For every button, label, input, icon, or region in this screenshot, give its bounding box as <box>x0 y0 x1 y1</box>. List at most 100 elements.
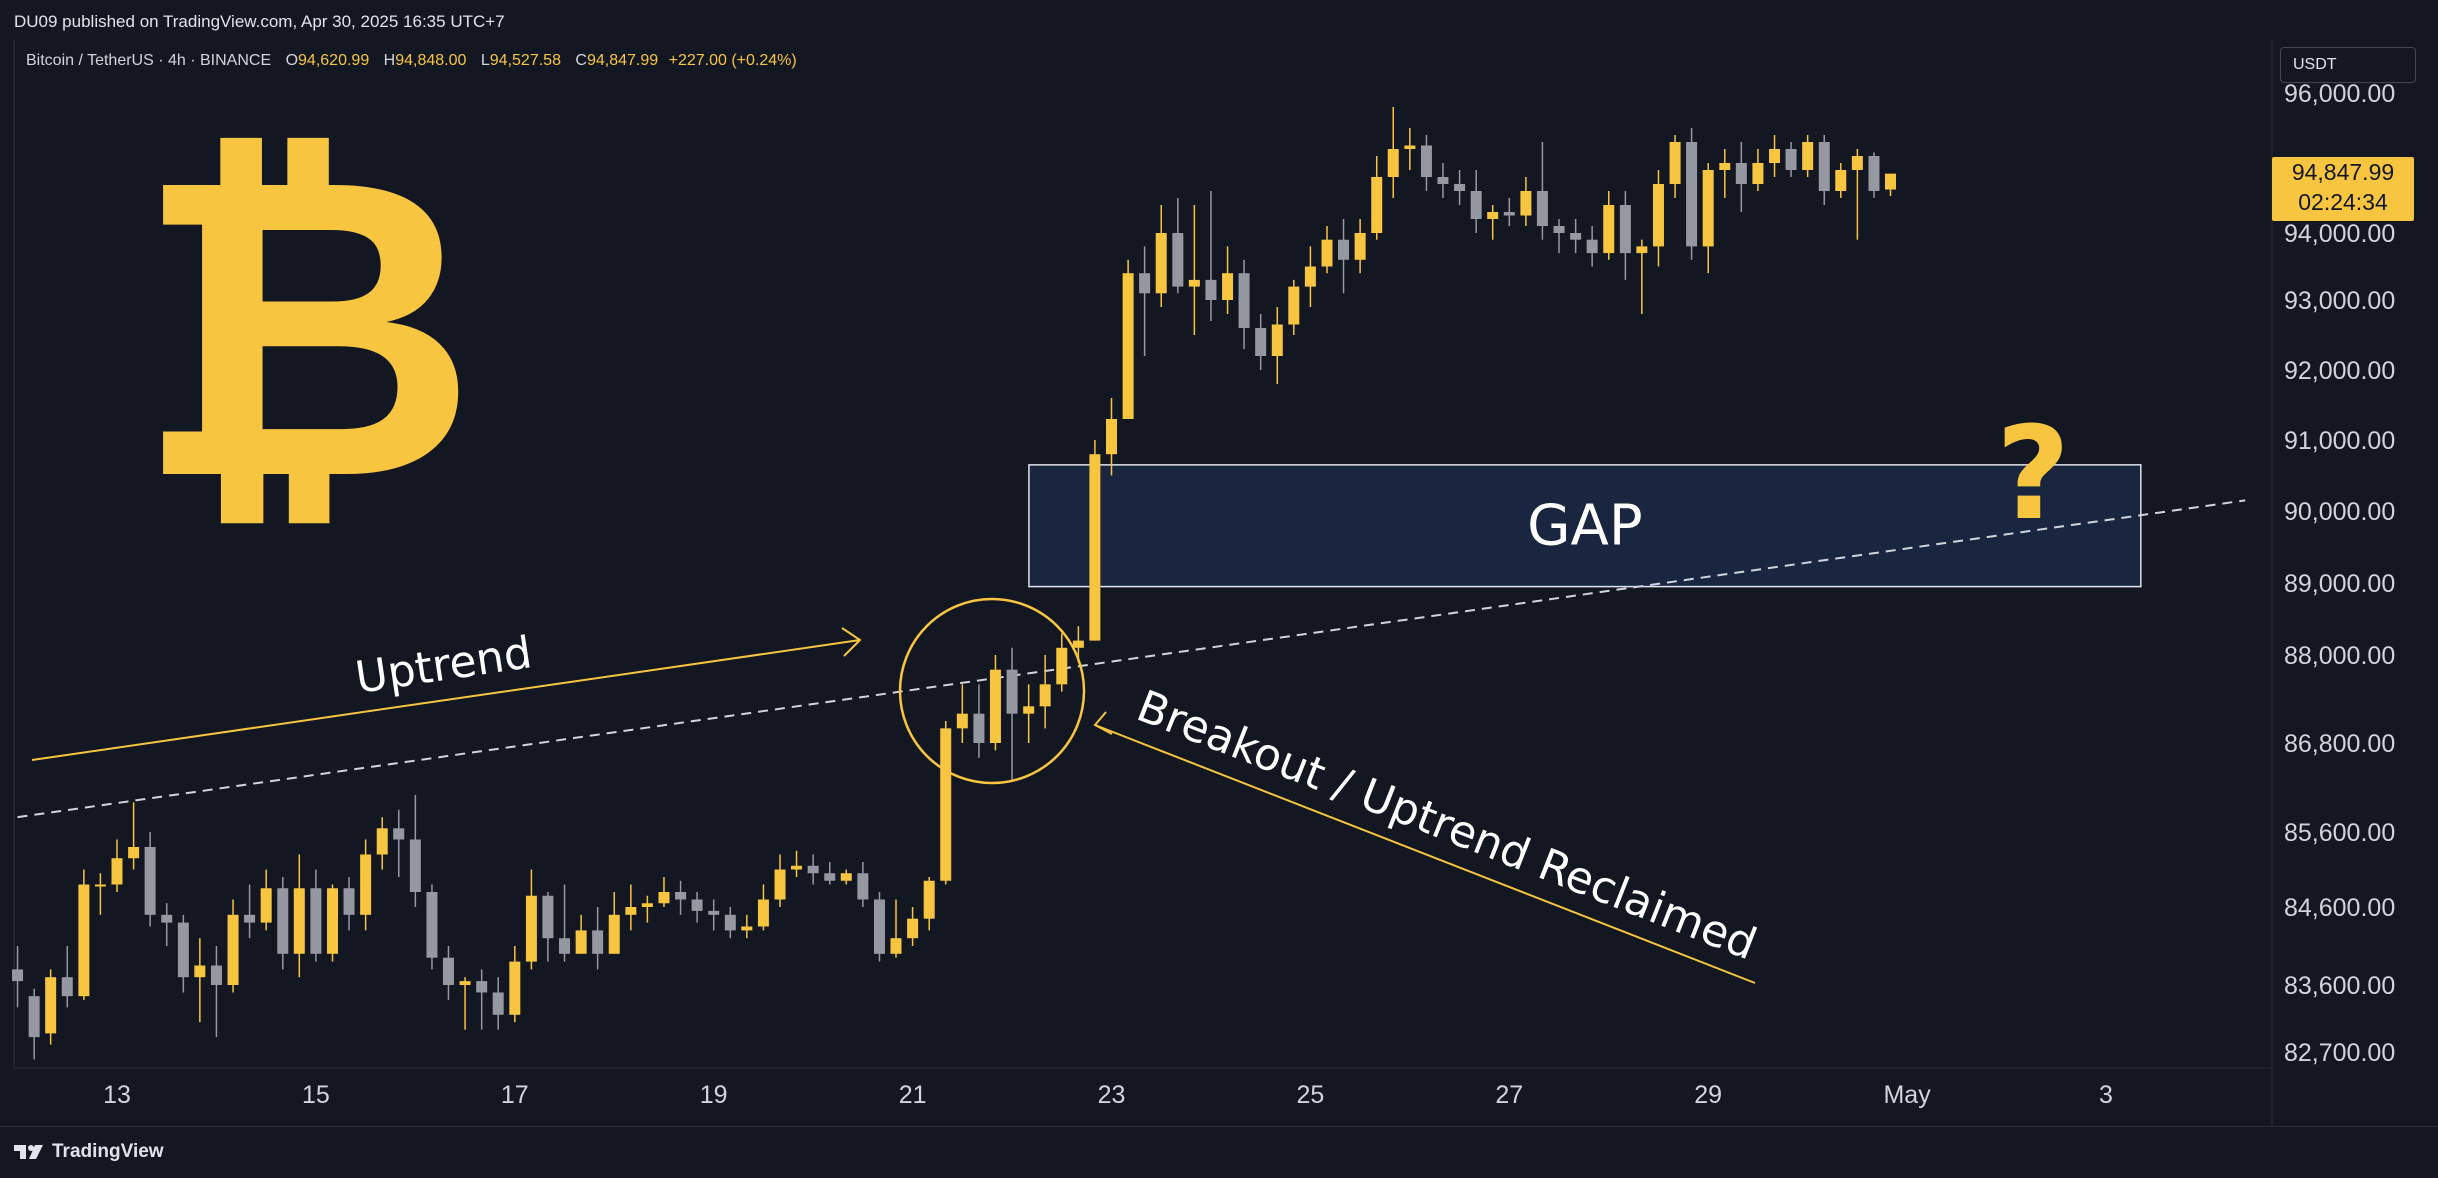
candle-body <box>94 884 106 887</box>
candle-body <box>509 961 521 1015</box>
candle-body <box>360 854 372 915</box>
candle-body <box>691 899 703 911</box>
candle-body <box>1420 145 1432 177</box>
candle-body <box>1106 419 1117 455</box>
candle-body <box>1619 205 1631 254</box>
candle-body <box>807 865 819 874</box>
open-value: 94,620.99 <box>298 52 370 69</box>
candle-body <box>641 903 653 907</box>
candle-body <box>1702 170 1714 247</box>
candle-body <box>724 914 736 931</box>
candle-body <box>956 713 968 729</box>
breakout-circle <box>898 597 1086 785</box>
uptrend-arrow-line <box>31 639 861 761</box>
close-label: C <box>575 52 587 69</box>
x-tick-label: 29 <box>1694 1081 1722 1109</box>
candle-body <box>194 965 206 978</box>
candle-body <box>559 938 571 954</box>
candle-body <box>1371 177 1383 233</box>
candle-body <box>1404 145 1416 149</box>
candle-body <box>1188 279 1200 287</box>
candle-body <box>1454 184 1466 191</box>
candle-body <box>12 969 24 982</box>
candle-body <box>1338 239 1350 260</box>
candle-body <box>1884 173 1896 190</box>
low-value: 94,527.58 <box>489 52 561 69</box>
candle-body <box>542 895 554 939</box>
y-tick-label: 83,600.00 <box>2284 972 2395 1000</box>
x-tick-label: 27 <box>1495 1081 1523 1109</box>
y-tick-label: 89,000.00 <box>2284 570 2395 598</box>
candle-body <box>774 869 786 900</box>
candle-body <box>525 895 537 962</box>
candle-body <box>1205 279 1217 300</box>
candle-body <box>923 880 935 919</box>
tradingview-logo[interactable]: TradingView <box>14 1141 164 1163</box>
candle-body <box>1288 286 1300 325</box>
candle-body <box>873 899 885 954</box>
y-tick-label: 91,000.00 <box>2284 427 2395 455</box>
x-tick-label: 13 <box>103 1081 131 1109</box>
candle-body <box>1835 170 1847 191</box>
candle-body <box>409 839 421 892</box>
candle-body <box>161 914 173 923</box>
candle-body <box>1222 273 1234 300</box>
uptrend-arrowhead <box>841 627 862 657</box>
candle-body <box>907 918 919 939</box>
high-label: H <box>383 52 396 69</box>
candle-body <box>128 847 140 859</box>
candle-body <box>260 888 272 923</box>
x-tick-label: 21 <box>899 1081 927 1109</box>
candle-body <box>1172 233 1184 287</box>
open-label: O <box>285 52 299 69</box>
x-tick-label: 15 <box>302 1081 330 1109</box>
currency-selector[interactable]: USDT <box>2280 47 2416 83</box>
candle-body <box>625 907 637 915</box>
candle-body <box>376 828 388 855</box>
last-price-tag: 94,847.99 02:24:34 <box>2272 157 2414 221</box>
candle-body <box>592 930 604 954</box>
last-price: 94,847.99 <box>2291 159 2395 185</box>
tradingview-logo-icon <box>14 1145 43 1159</box>
candle-body <box>111 858 123 885</box>
candle-body <box>177 922 189 978</box>
high-value: 94,848.00 <box>395 52 467 69</box>
candle-body <box>575 930 587 954</box>
candle-body <box>1603 205 1615 254</box>
candle-body <box>244 914 256 923</box>
candle-body <box>1122 273 1134 419</box>
candle-body <box>1851 156 1863 170</box>
candle-body <box>1139 273 1151 294</box>
candle-body <box>989 669 1001 743</box>
candle-body <box>1023 706 1035 714</box>
x-tick-label: 17 <box>501 1081 529 1109</box>
candle-body <box>1304 266 1316 287</box>
candle-body <box>78 884 90 997</box>
candle-body <box>343 888 355 915</box>
candle-body <box>824 873 836 881</box>
candle-body <box>1321 239 1333 267</box>
candle-body <box>1387 149 1399 177</box>
candle-body <box>277 888 289 954</box>
change-value: +227.00 (+0.24%) <box>668 52 797 69</box>
question-mark-label: ? <box>1996 400 2070 549</box>
publish-text: DU09 published on TradingView.com, Apr 3… <box>14 12 505 31</box>
candle-body <box>1006 669 1018 714</box>
candle-body <box>1255 328 1267 356</box>
candle-body <box>28 996 40 1038</box>
candle-body <box>227 914 239 985</box>
x-tick-label: May <box>1883 1081 1931 1109</box>
symbol-name[interactable]: Bitcoin / TetherUS · 4h · BINANCE <box>26 52 272 69</box>
candle-body <box>658 892 670 904</box>
candle-body <box>45 977 57 1034</box>
candle-body <box>1155 233 1167 294</box>
candle-body <box>757 899 769 927</box>
candle-body <box>1752 163 1764 184</box>
candle-body <box>310 888 322 954</box>
candle-body <box>708 910 720 915</box>
y-tick-label: 94,000.00 <box>2284 220 2395 248</box>
candle-body <box>426 892 438 958</box>
candle-body <box>1570 233 1582 240</box>
